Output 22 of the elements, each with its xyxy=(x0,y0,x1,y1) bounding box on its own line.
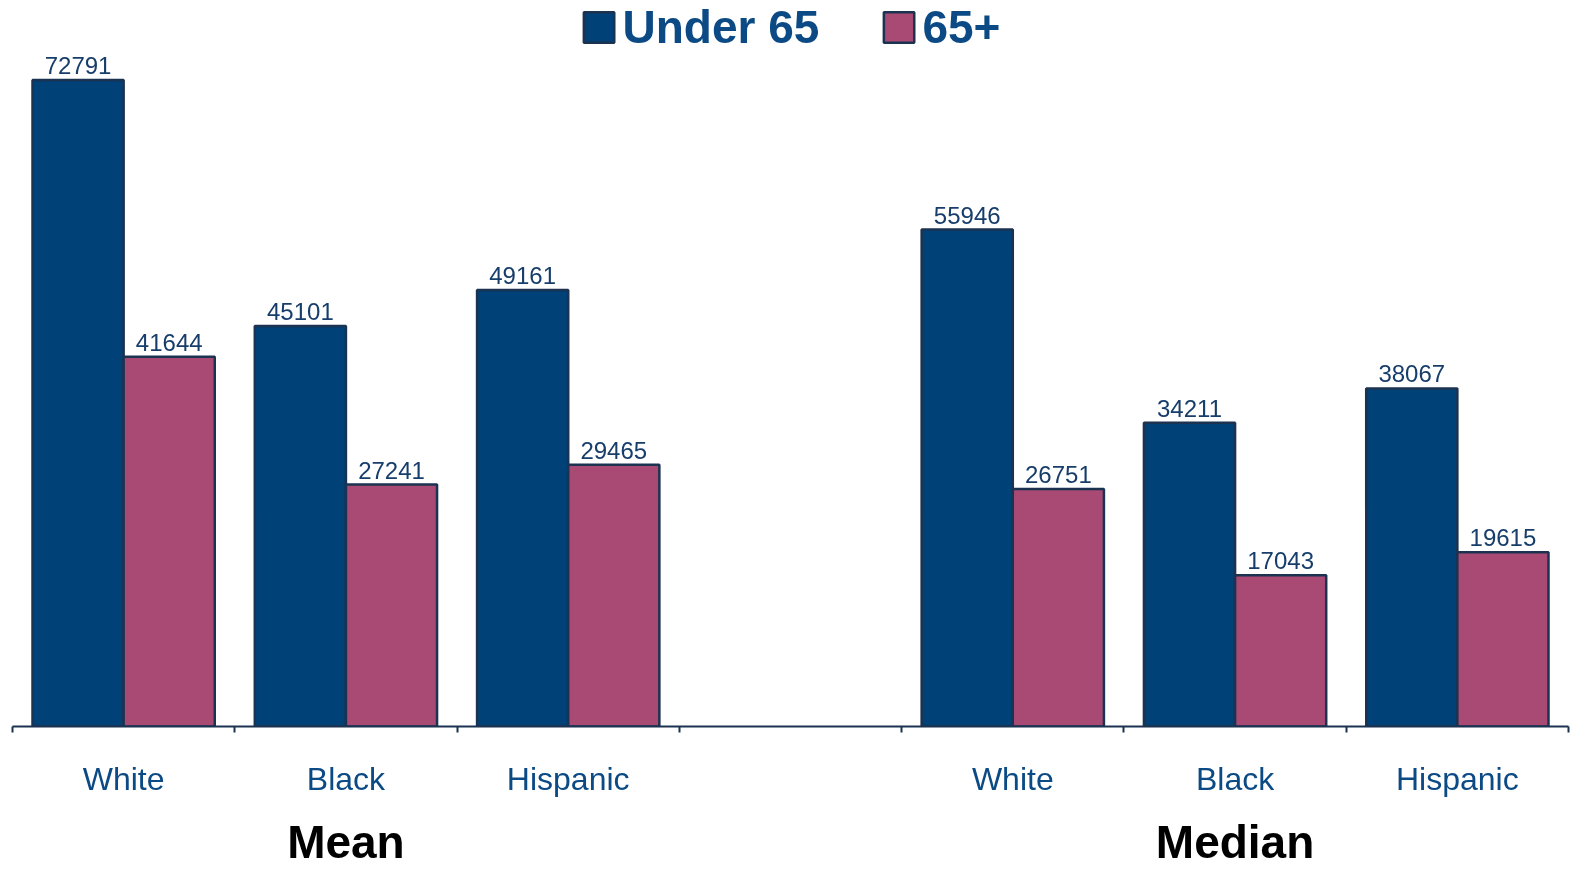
data-label: 45101 xyxy=(266,297,334,325)
data-label: 72791 xyxy=(44,52,112,80)
legend-label: 65+ xyxy=(922,0,1001,54)
data-label: 17043 xyxy=(1247,547,1315,575)
x-tick-label: White xyxy=(82,760,165,797)
data-label: 38067 xyxy=(1378,360,1446,388)
legend-label: Under 65 xyxy=(622,0,820,54)
data-label: 29465 xyxy=(580,436,648,464)
text: Mean xyxy=(287,815,405,868)
x-tick-label: White xyxy=(971,760,1054,797)
data-label: 19615 xyxy=(1469,524,1537,552)
data-label: 27241 xyxy=(358,456,425,484)
data-label: 41644 xyxy=(135,328,203,356)
data-label: 34211 xyxy=(1157,394,1222,422)
data-label: 26751 xyxy=(1024,460,1092,488)
data-label: 55946 xyxy=(933,201,1001,229)
x-tick-label: Hispanic xyxy=(1396,760,1519,797)
x-tick-label: Black xyxy=(306,760,387,797)
x-tick-label: Black xyxy=(1195,760,1276,797)
text: Median xyxy=(1155,815,1315,868)
x-tick-label: Hispanic xyxy=(506,760,630,797)
data-label: 49161 xyxy=(489,261,557,289)
